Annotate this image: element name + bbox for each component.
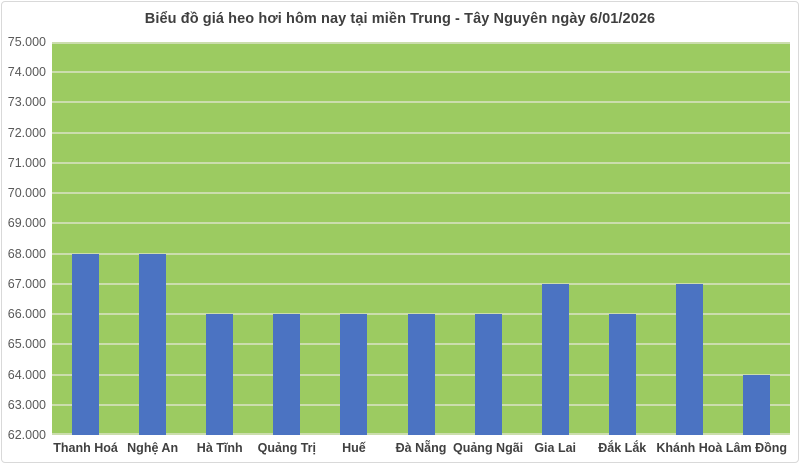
y-tick-label: 72.000 [7, 125, 46, 140]
bar [139, 253, 167, 435]
x-tick-label: Hà Tĩnh [196, 441, 243, 455]
bar [206, 314, 234, 435]
chart-title: Biểu đồ giá heo hơi hôm nay tại miền Tru… [144, 11, 656, 27]
gridline [52, 252, 790, 255]
y-tick-label: 71.000 [7, 155, 46, 170]
x-tick-label: Đà Nẵng [395, 441, 447, 455]
x-tick-label: Quảng Ngãi [453, 441, 524, 455]
y-tick-label: 67.000 [7, 276, 46, 291]
y-tick-label: 75.000 [7, 35, 46, 49]
x-tick-label: Thanh Hoá [53, 441, 118, 455]
x-tick-label: Đắk Lắk [598, 441, 647, 455]
y-tick-label: 63.000 [7, 397, 46, 412]
bar [407, 314, 435, 435]
x-tick-label: Gia Lai [534, 441, 577, 455]
y-tick-label: 64.000 [7, 367, 46, 382]
y-tick-label: 62.000 [7, 428, 46, 442]
bar [742, 374, 770, 435]
gridline [52, 161, 790, 164]
bar [608, 314, 636, 435]
y-tick-label: 66.000 [7, 307, 46, 322]
gridline [52, 71, 790, 74]
gridline [52, 192, 790, 195]
y-axis: 62.000 63.000 64.000 65.000 66.000 67.000 68.0… [2, 35, 46, 442]
plot-area [52, 42, 790, 435]
bar [340, 314, 368, 435]
x-tick-label: Quảng Trị [257, 441, 316, 455]
x-tick-label: Lâm Đồng [725, 441, 787, 455]
gridline [52, 42, 790, 44]
gridline [52, 282, 790, 285]
y-tick-label: 73.000 [7, 95, 46, 110]
bar [273, 314, 301, 435]
gridline [52, 222, 790, 225]
y-tick-label: 74.000 [7, 65, 46, 80]
bar [474, 314, 502, 435]
y-tick-label: 65.000 [7, 337, 46, 352]
bar [541, 283, 569, 435]
y-tick-label: 68.000 [7, 246, 46, 261]
gridline [52, 131, 790, 134]
bar [675, 283, 703, 435]
bar [72, 253, 100, 435]
x-tick-label: Khánh Hoà [656, 441, 723, 455]
x-tick-label: Huế [342, 441, 366, 455]
gridline [52, 313, 790, 316]
gridline [52, 101, 790, 104]
y-tick-label: 70.000 [7, 186, 46, 201]
y-tick-label: 69.000 [7, 216, 46, 231]
x-axis: Thanh Hoá Nghệ An Hà Tĩnh Quảng Trị Huế Đà Nẵ… [52, 441, 790, 461]
x-tick-label: Nghệ An [127, 441, 179, 455]
